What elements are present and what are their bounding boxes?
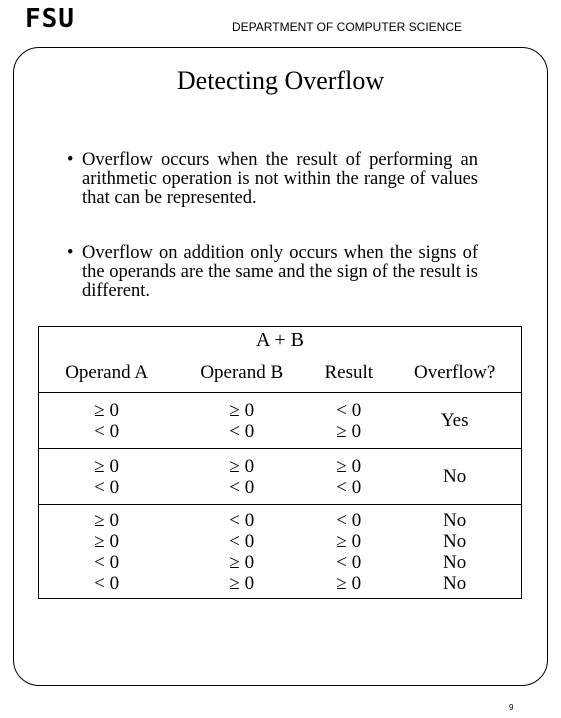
cell-value: < 0 xyxy=(229,420,255,442)
slide-frame xyxy=(13,47,548,686)
overflow-cell: No No No No xyxy=(388,504,523,599)
cell-value: < 0 xyxy=(94,476,120,498)
cell-value: < 0 xyxy=(229,509,255,531)
cell-value: < 0 xyxy=(336,551,362,573)
cell-value: < 0 xyxy=(94,572,120,594)
cell-value: ≥ 0 xyxy=(94,399,119,421)
cell-value: No xyxy=(443,572,467,594)
cell-value: ≥ 0 xyxy=(229,399,255,421)
column-header-operand-b: Operand B xyxy=(174,353,310,393)
cell-value: ≥ 0 xyxy=(229,455,255,477)
result-cell: < 0 ≥ 0 < 0 ≥ 0 xyxy=(309,504,389,599)
operand-b-cell: ≥ 0 < 0 xyxy=(174,448,310,505)
table-row: ≥ 0 ≥ 0 < 0 < 0 < 0 < 0 ≥ 0 ≥ 0 < 0 ≥ 0 … xyxy=(38,504,523,599)
column-header-result: Result xyxy=(309,353,389,393)
bullet-item: • Overflow on addition only occurs when … xyxy=(67,244,478,301)
cell-value: ≥ 0 xyxy=(94,509,119,531)
slide-title: Detecting Overflow xyxy=(176,66,385,95)
cell-value: < 0 xyxy=(94,551,120,573)
cell-value: No xyxy=(443,530,467,552)
column-header-overflow: Overflow? xyxy=(388,353,523,393)
cell-value: < 0 xyxy=(336,476,362,498)
cell-value: ≥ 0 xyxy=(94,455,119,477)
column-header-operand-a: Operand A xyxy=(38,353,175,393)
overflow-cell: No xyxy=(388,448,523,505)
operand-a-cell: ≥ 0 ≥ 0 < 0 < 0 xyxy=(38,504,175,599)
bullet-marker: • xyxy=(67,150,74,170)
table-caption: A + B xyxy=(38,326,522,353)
cell-value: < 0 xyxy=(336,399,362,421)
cell-value: < 0 xyxy=(229,530,255,552)
fsu-logo: FSU xyxy=(25,4,75,34)
table-row: ≥ 0 < 0 ≥ 0 < 0 ≥ 0 < 0 No xyxy=(38,448,523,505)
operand-b-cell: ≥ 0 < 0 xyxy=(174,392,310,449)
cell-value: ≥ 0 xyxy=(94,530,119,552)
cell-value: < 0 xyxy=(336,509,362,531)
cell-value: No xyxy=(443,466,467,487)
cell-value: ≥ 0 xyxy=(336,455,362,477)
bullet-text: Overflow on addition only occurs when th… xyxy=(82,243,478,301)
operand-a-cell: ≥ 0 < 0 xyxy=(38,392,175,449)
operand-a-cell: ≥ 0 < 0 xyxy=(38,448,175,505)
overflow-cell: Yes xyxy=(388,392,523,449)
cell-value: ≥ 0 xyxy=(229,572,255,594)
bullet-marker: • xyxy=(67,243,74,263)
cell-value: No xyxy=(443,551,467,573)
cell-value: ≥ 0 xyxy=(229,551,255,573)
cell-value: < 0 xyxy=(229,476,255,498)
cell-value: ≥ 0 xyxy=(336,530,362,552)
overflow-table: A + B Operand A Operand B Result Overflo… xyxy=(38,326,523,599)
cell-value: < 0 xyxy=(94,420,120,442)
bullet-text: Overflow occurs when the result of perfo… xyxy=(82,150,478,208)
bullet-item: • Overflow occurs when the result of per… xyxy=(67,151,478,208)
cell-value: Yes xyxy=(440,410,469,431)
table-row: ≥ 0 < 0 ≥ 0 < 0 < 0 ≥ 0 Yes xyxy=(38,392,523,449)
operand-b-cell: < 0 < 0 ≥ 0 ≥ 0 xyxy=(174,504,310,599)
page-number: 9 xyxy=(509,703,514,712)
result-cell: ≥ 0 < 0 xyxy=(309,448,389,505)
result-cell: < 0 ≥ 0 xyxy=(309,392,389,449)
cell-value: ≥ 0 xyxy=(336,420,362,442)
department-name: DEPARTMENT OF COMPUTER SCIENCE xyxy=(232,20,463,34)
cell-value: ≥ 0 xyxy=(336,572,362,594)
cell-value: No xyxy=(443,509,467,531)
